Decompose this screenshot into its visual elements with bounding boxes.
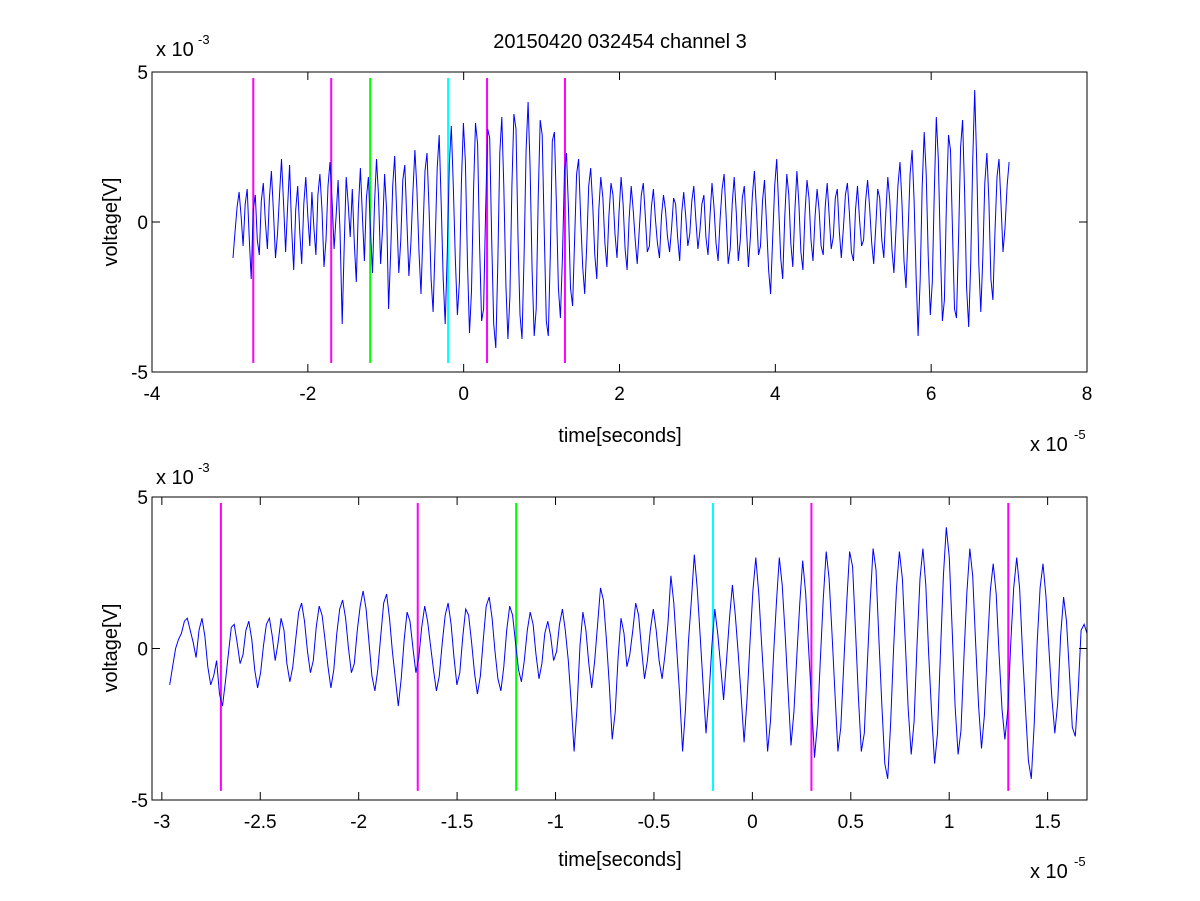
bottom-x-exponent: x 10 -5 xyxy=(1030,854,1086,883)
top-y-tick-label: 5 xyxy=(137,63,148,84)
bottom-x-tick-label: -0.5 xyxy=(638,812,671,833)
top-x-tick-label: -4 xyxy=(144,384,161,405)
bottom-x-tick-label: -2 xyxy=(350,812,367,833)
top-x-exponent-power: -5 xyxy=(1074,427,1086,442)
top-y-axis-label: voltage[V] xyxy=(100,178,122,267)
top-x-exponent: x 10 -5 xyxy=(1030,427,1086,456)
bottom-signal-line xyxy=(169,527,1088,779)
top-x-tick-label: 8 xyxy=(1082,384,1093,405)
top-x-axis-label: time[seconds] xyxy=(558,425,681,447)
top-y-exponent: x 10 -3 xyxy=(156,32,210,61)
bottom-x-tick-label: -2.5 xyxy=(244,812,277,833)
bottom-x-axis-label: time[seconds] xyxy=(558,849,681,871)
figure-title: 20150420 032454 channel 3 xyxy=(493,31,747,53)
top-x-exponent-base: x 10 xyxy=(1030,434,1068,456)
bottom-y-tick-label: -5 xyxy=(131,791,148,812)
top-x-tick-label: 0 xyxy=(458,384,469,405)
bottom-x-tick-label: -1 xyxy=(547,812,564,833)
bottom-y-tick-label: 0 xyxy=(137,640,148,661)
top-signal-line xyxy=(232,89,1010,349)
bottom-subplot: -3 -2.5 -2 -1.5 -1 -0.5 0 0.5 1 1.5 -5 0 5 time[seco… xyxy=(100,460,1088,883)
bottom-ticks: -3 -2.5 -2 -1.5 -1 -0.5 0 0.5 1 1.5 -5 0 5 xyxy=(131,488,1087,833)
top-subplot: -4 -2 0 2 4 6 8 -5 0 5 time[seconds] voltage[V] x… xyxy=(100,32,1092,456)
bottom-x-tick-label: -3 xyxy=(153,812,170,833)
bottom-y-exponent-base: x 10 xyxy=(156,467,194,489)
bottom-x-tick-label: 1.5 xyxy=(1034,812,1060,833)
top-x-tick-label: -2 xyxy=(299,384,316,405)
top-y-tick-label: -5 xyxy=(131,363,148,384)
top-ticks: -4 -2 0 2 4 6 8 -5 0 5 xyxy=(131,63,1092,405)
bottom-y-exponent: x 10 -3 xyxy=(156,460,210,489)
top-y-tick-label: 0 xyxy=(137,213,148,234)
bottom-x-tick-label: -1.5 xyxy=(441,812,474,833)
top-x-tick-label: 2 xyxy=(614,384,625,405)
bottom-x-tick-label: 0 xyxy=(747,812,758,833)
bottom-x-tick-label: 1 xyxy=(944,812,955,833)
bottom-markers xyxy=(219,503,1010,791)
bottom-y-axis-label: voltage[V] xyxy=(100,604,122,693)
bottom-y-exponent-power: -3 xyxy=(198,460,210,475)
bottom-x-tick-label: 0.5 xyxy=(838,812,864,833)
bottom-y-tick-label: 5 xyxy=(137,488,148,509)
bottom-x-exponent-power: -5 xyxy=(1074,854,1086,869)
top-y-exponent-power: -3 xyxy=(198,32,210,47)
bottom-x-exponent-base: x 10 xyxy=(1030,861,1068,883)
top-x-tick-label: 6 xyxy=(926,384,937,405)
top-y-exponent-base: x 10 xyxy=(156,39,194,61)
top-x-tick-label: 4 xyxy=(770,384,781,405)
